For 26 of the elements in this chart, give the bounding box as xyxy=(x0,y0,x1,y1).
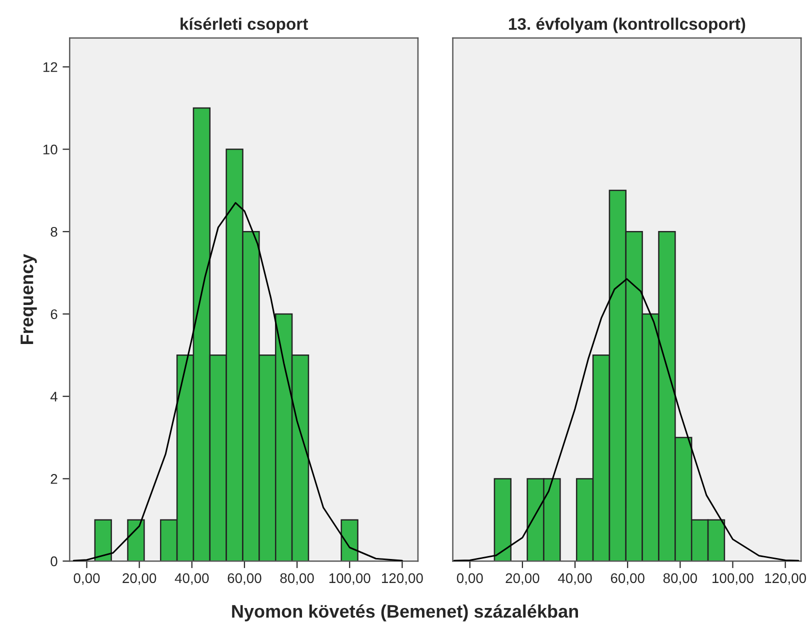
x-tick-label: 40,00 xyxy=(558,573,592,585)
x-tick-label: 100,00 xyxy=(329,573,370,585)
x-tick-label: 0,00 xyxy=(74,573,100,585)
x-axis-title: Nyomon követés (Bemenet) százalékban xyxy=(232,604,578,622)
x-tick-label: 60,00 xyxy=(228,573,262,585)
y-tick-label: 0 xyxy=(50,556,58,566)
y-tick-label: 6 xyxy=(50,309,58,320)
x-tick-label: 20,00 xyxy=(122,573,156,585)
chart-title: 13. évfolyam (kontrollcsoport) xyxy=(508,17,746,34)
y-tick-label: 12 xyxy=(43,62,58,72)
x-tick-label: 80,00 xyxy=(280,573,314,585)
x-tick-label: 0,00 xyxy=(456,573,483,585)
y-tick-label: 4 xyxy=(50,392,58,402)
x-tick-label: 120,00 xyxy=(765,573,806,585)
y-tick-label: 10 xyxy=(43,144,58,154)
x-tick-label: 80,00 xyxy=(663,573,698,585)
x-tick-label: 20,00 xyxy=(506,573,540,585)
x-tick-label: 40,00 xyxy=(174,573,209,585)
x-tick-label: 60,00 xyxy=(610,573,644,585)
x-tick-label: 100,00 xyxy=(712,573,754,585)
y-axis-title: Frequency xyxy=(20,254,37,344)
y-tick-label: 2 xyxy=(50,474,58,484)
x-tick-label: 120,00 xyxy=(382,573,423,585)
y-tick-label: 8 xyxy=(50,226,58,237)
line-series xyxy=(72,202,403,562)
chart-title: kísérleti csoport xyxy=(180,17,308,34)
